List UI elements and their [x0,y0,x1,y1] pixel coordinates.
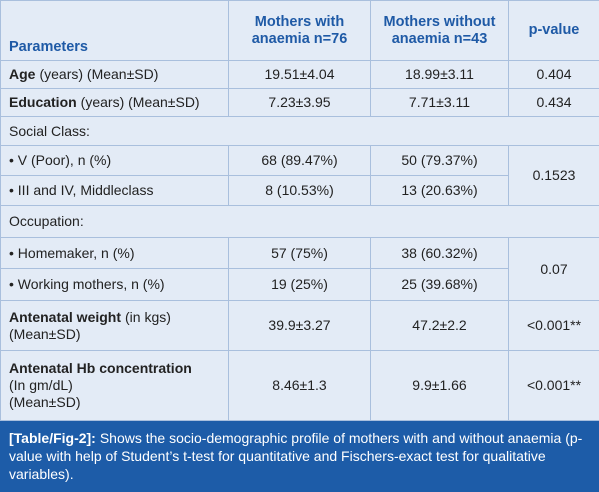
value-cell: 50 (79.37%) [371,146,509,176]
value-cell: 7.23±3.95 [229,89,371,117]
caption: [Table/Fig-2]:Shows the socio-demographi… [0,421,599,492]
data-row: Antenatal Hb concentration(In gm/dL)(Mea… [1,351,599,421]
p-value-cell: <0.001** [509,351,599,421]
p-value-cell: 0.434 [509,89,599,117]
header-cell: Mothers with anaemia n=76 [229,1,371,61]
row-label: • III and IV, Middleclass [1,176,229,206]
label-part: • III and IV, Middleclass [9,182,153,198]
label-part: (In gm/dL) [9,377,220,394]
value-cell: 7.71±3.11 [371,89,509,117]
data-row: Antenatal weight(in kgs) (Mean±SD)39.9±3… [1,301,599,351]
value-cell: 39.9±3.27 [229,301,371,351]
value-cell: 9.9±1.66 [371,351,509,421]
data-row: • Homemaker, n (%)57 (75%)38 (60.32%)0.0… [1,238,599,269]
row-label: • Homemaker, n (%) [1,238,229,269]
data-row: • V (Poor), n (%)68 (89.47%)50 (79.37%)0… [1,146,599,176]
value-cell: 47.2±2.2 [371,301,509,351]
value-cell: 57 (75%) [229,238,371,269]
row-label: Antenatal Hb concentration(In gm/dL)(Mea… [1,351,229,421]
label-part: • Homemaker, n (%) [9,245,135,261]
row-label: • Working mothers, n (%) [1,269,229,301]
section-row: Occupation: [1,206,599,238]
label-part: Age [9,66,35,82]
label-part: (years) (Mean±SD) [39,66,158,82]
label-part: • Working mothers, n (%) [9,276,165,292]
label-part: • V (Poor), n (%) [9,152,111,168]
p-value-cell: 0.404 [509,61,599,89]
header-cell: Parameters [1,1,229,61]
row-label: Antenatal weight(in kgs) (Mean±SD) [1,301,229,351]
section-label: Social Class: [1,117,599,146]
value-cell: 8 (10.53%) [229,176,371,206]
value-cell: 19.51±4.04 [229,61,371,89]
p-value-cell: 0.1523 [509,146,599,206]
section-label: Occupation: [1,206,599,238]
header-cell: Mothers without anaemia n=43 [371,1,509,61]
value-cell: 38 (60.32%) [371,238,509,269]
label-part: Antenatal Hb concentration [9,360,220,377]
row-label: Age(years) (Mean±SD) [1,61,229,89]
value-cell: 19 (25%) [229,269,371,301]
label-part: Antenatal weight [9,309,121,325]
row-label: Education(years) (Mean±SD) [1,89,229,117]
label-part: (years) (Mean±SD) [81,94,200,110]
value-cell: 18.99±3.11 [371,61,509,89]
section-row: Social Class: [1,117,599,146]
value-cell: 68 (89.47%) [229,146,371,176]
label-part: (Mean±SD) [9,394,220,411]
header-cell: p-value [509,1,599,61]
value-cell: 13 (20.63%) [371,176,509,206]
value-cell: 8.46±1.3 [229,351,371,421]
row-label: • V (Poor), n (%) [1,146,229,176]
caption-tag: [Table/Fig-2]: [9,430,96,446]
value-cell: 25 (39.68%) [371,269,509,301]
p-value-cell: 0.07 [509,238,599,301]
label-part: Education [9,94,77,110]
p-value-cell: <0.001** [509,301,599,351]
